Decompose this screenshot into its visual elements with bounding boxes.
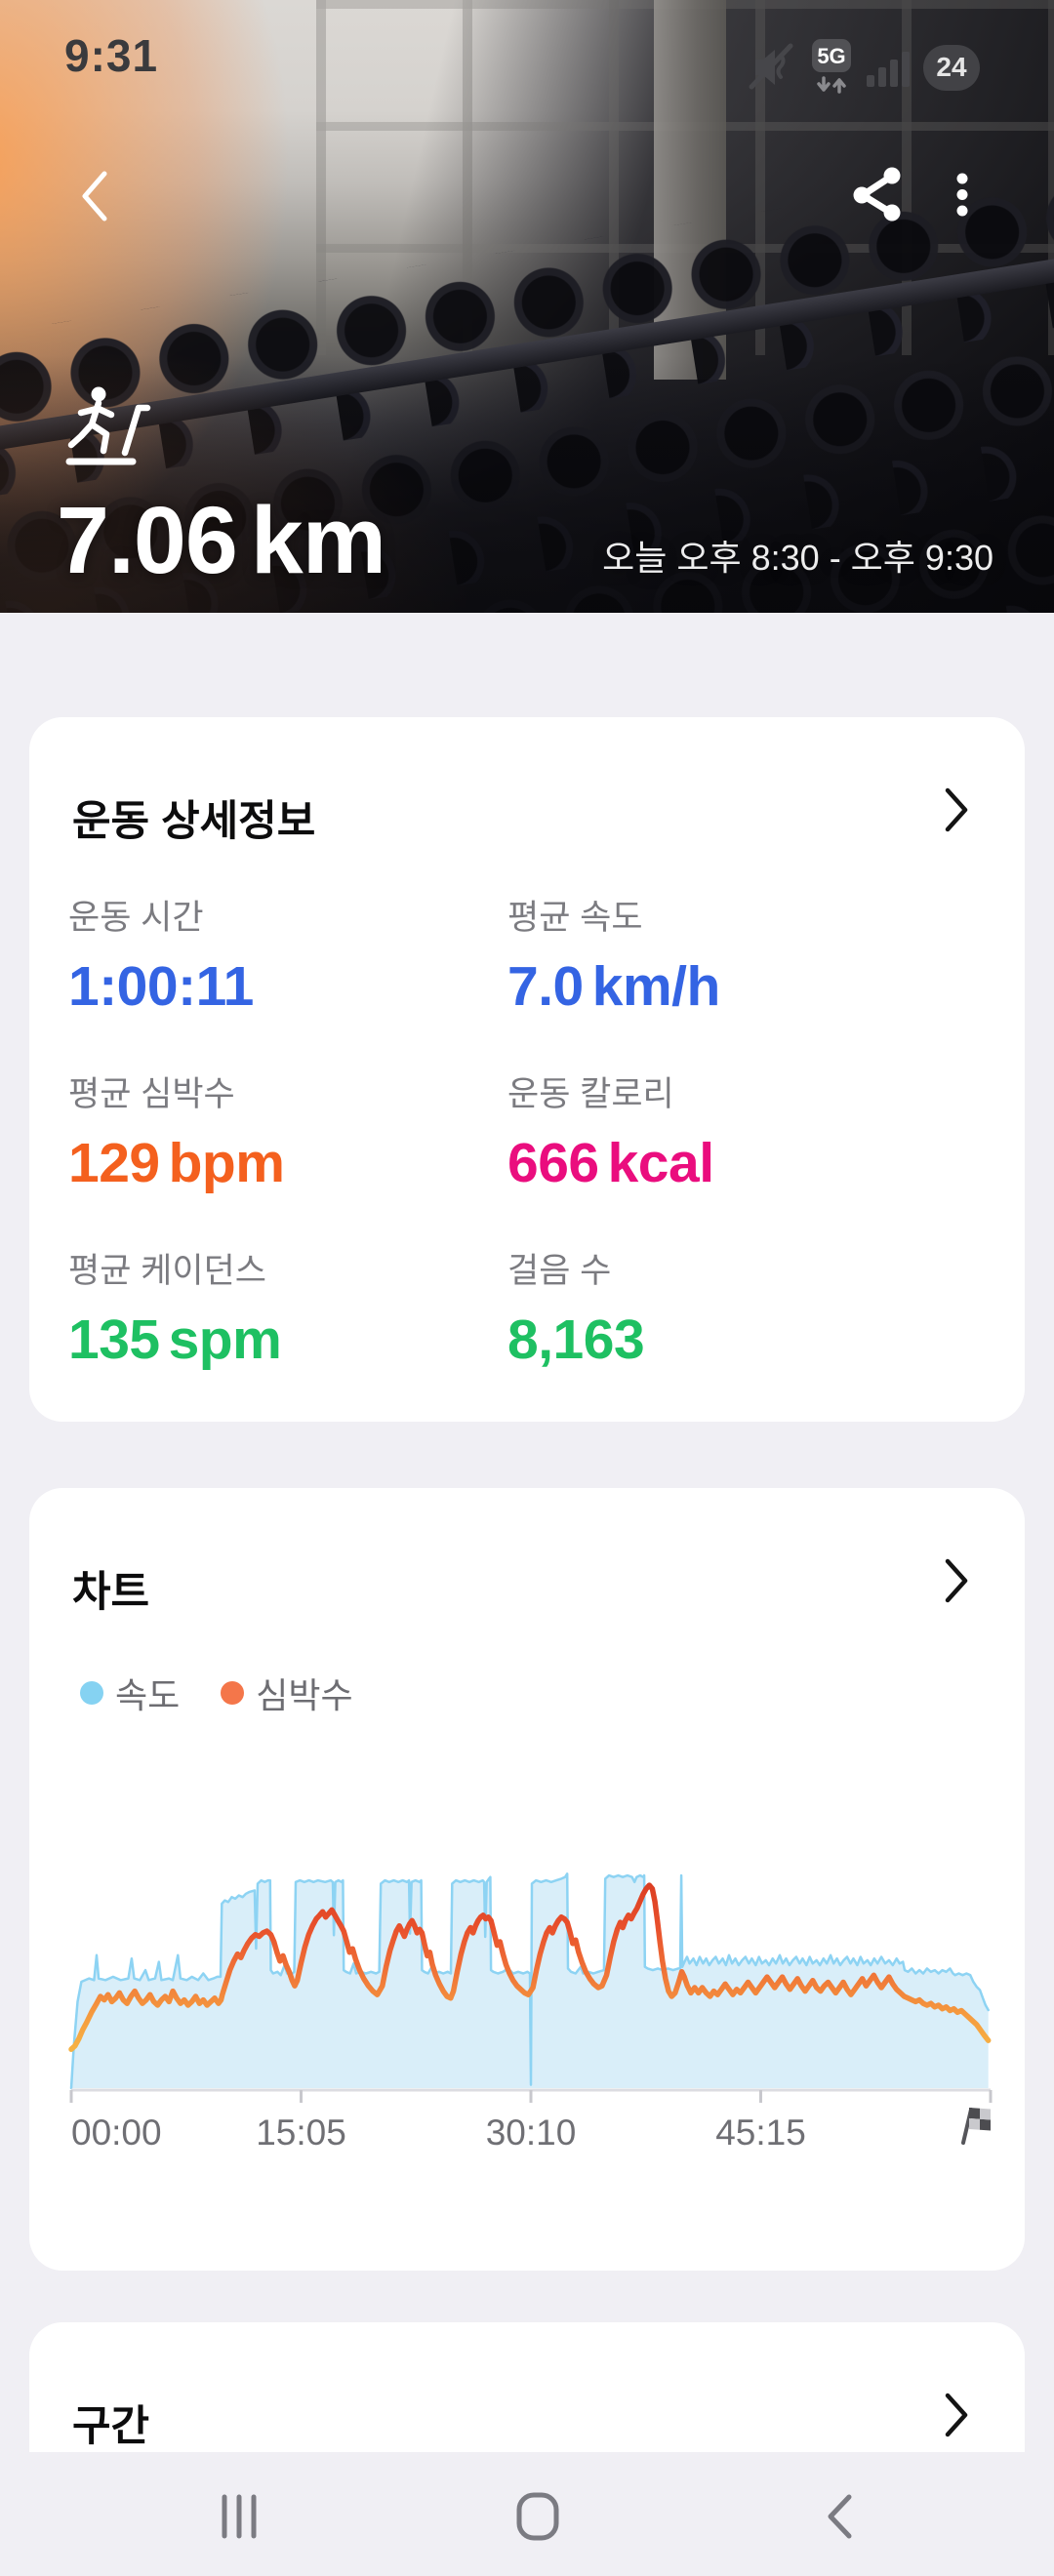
chevron-right-icon[interactable] (945, 2393, 968, 2437)
details-card-title: 운동 상세정보 (72, 798, 316, 845)
distance-value: 7.06 (57, 487, 238, 593)
battery-percent: 24 (936, 52, 967, 82)
heart-rate-legend-dot (221, 1681, 245, 1705)
session-time-range: 오늘 오후 8:30 - 오후 9:30 (602, 538, 993, 578)
x-axis-tick-label: 30:10 (486, 2113, 577, 2153)
navigation-bar (0, 2452, 1054, 2576)
metric-label: 운동 칼로리 (507, 1075, 674, 1113)
laps-card-title: 구간 (72, 2403, 150, 2450)
metric-calories: 운동 칼로리 666 kcal (507, 1074, 917, 1195)
metric-duration: 운동 시간 1:00:11 (68, 898, 478, 1019)
chevron-right-icon[interactable] (945, 787, 968, 832)
svg-text:5G: 5G (817, 44, 845, 68)
finish-flag-icon (961, 2108, 991, 2145)
speed-legend-label: 속도 (115, 1675, 181, 1715)
chart-card[interactable]: 차트 속도 심박수 00:00 15:05 30:10 45:15 (29, 1488, 1025, 2271)
back-icon[interactable] (80, 170, 109, 222)
metric-value: 129 (68, 1132, 160, 1194)
metric-value: 666 (507, 1132, 599, 1194)
speed-heart-rate-chart[interactable]: 00:00 15:05 30:10 45:15 (29, 1834, 1025, 2186)
metric-value: 1:00:11 (68, 955, 254, 1018)
metric-step-count: 걸음 수 8,163 (507, 1251, 917, 1372)
metric-value: 135 (68, 1308, 160, 1371)
metric-value: 8,163 (507, 1308, 645, 1371)
metric-avg-cadence: 평균 케이던스 135 spm (68, 1251, 478, 1372)
recents-nav-icon[interactable] (221, 2494, 258, 2539)
metric-unit: km/h (591, 955, 721, 1018)
back-nav-icon[interactable] (825, 2493, 854, 2540)
heart-rate-legend-label: 심박수 (256, 1675, 353, 1715)
workout-details-card[interactable]: 운동 상세정보 운동 시간 1:00:11 평균 속도 7.0 km/h 평균 심… (29, 717, 1025, 1422)
workout-hero-image: 9:31 5G 24 (0, 0, 1054, 613)
signal-icon (867, 52, 910, 87)
x-axis-tick-label: 00:00 (71, 2113, 162, 2153)
metric-unit: spm (168, 1308, 282, 1371)
home-nav-icon[interactable] (516, 2492, 559, 2541)
metric-label: 평균 속도 (507, 899, 643, 937)
chart-legend: 속도 심박수 (80, 1668, 394, 1718)
distance-summary: 7.06 km (57, 486, 386, 595)
metric-label: 평균 심박수 (68, 1075, 235, 1113)
chart-card-title: 차트 (72, 1569, 150, 1616)
x-axis-tick-label: 45:15 (715, 2113, 806, 2153)
metric-avg-heart-rate: 평균 심박수 129 bpm (68, 1074, 478, 1195)
treadmill-run-icon (65, 386, 151, 465)
more-options-icon[interactable] (955, 172, 969, 219)
status-time: 9:31 (64, 30, 159, 81)
laps-card[interactable]: 구간 (29, 2322, 1025, 2452)
metric-value: 7.0 (507, 955, 584, 1018)
bottom-shade-decor (0, 355, 1054, 613)
distance-unit: km (250, 487, 386, 593)
metric-unit: kcal (607, 1132, 714, 1194)
vibrate-icon (749, 43, 793, 90)
status-icon-cluster: 5G 24 (748, 35, 980, 100)
metric-label: 운동 시간 (68, 899, 204, 937)
chevron-right-icon[interactable] (945, 1558, 968, 1603)
speed-legend-dot (80, 1681, 103, 1705)
5g-icon: 5G (812, 39, 851, 94)
battery-icon: 24 (923, 44, 980, 91)
metric-unit: bpm (168, 1132, 285, 1194)
x-axis-tick-label: 15:05 (256, 2113, 346, 2153)
metric-avg-speed: 평균 속도 7.0 km/h (507, 898, 917, 1019)
metric-label: 평균 케이던스 (68, 1252, 266, 1290)
share-icon[interactable] (851, 166, 904, 222)
metric-label: 걸음 수 (507, 1252, 612, 1290)
